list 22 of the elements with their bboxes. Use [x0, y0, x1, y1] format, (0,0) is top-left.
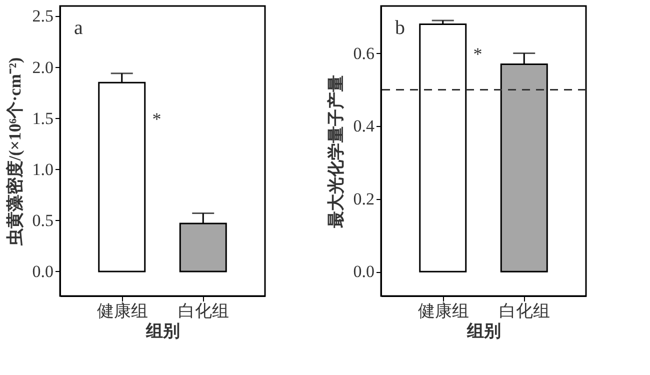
x-axis-title: 组别: [145, 322, 180, 340]
annotation: *: [152, 109, 162, 129]
y-tick-label: 0.2: [353, 189, 374, 208]
y-axis-title: 虫黄藻密度/(×10⁶个·cm⁻²): [5, 57, 24, 247]
x-axis-title: 组别: [466, 322, 501, 340]
y-tick-label: 1.5: [32, 108, 54, 128]
x-tick-label: 健康组: [96, 302, 148, 320]
y-tick-label: 0.0: [353, 262, 374, 282]
y-tick-label: 0.0: [32, 262, 54, 281]
y-axis-title: 最大光化学量子产量: [326, 75, 346, 229]
x-tick-label: 白化组: [499, 302, 550, 320]
annotation: *: [473, 44, 482, 64]
x-tick-label: 健康组: [418, 302, 469, 320]
y-tick-label: 0.4: [353, 116, 375, 136]
y-tick-label: 0.5: [32, 210, 54, 230]
y-tick-label: 2.5: [32, 6, 54, 26]
y-tick-label: 2.0: [32, 58, 54, 77]
x-tick-label: 白化组: [178, 302, 230, 320]
annotation: b: [395, 17, 405, 39]
y-tick-label: 0.6: [353, 44, 374, 63]
y-tick-label: 1.0: [32, 160, 54, 179]
annotation: a: [74, 17, 83, 39]
